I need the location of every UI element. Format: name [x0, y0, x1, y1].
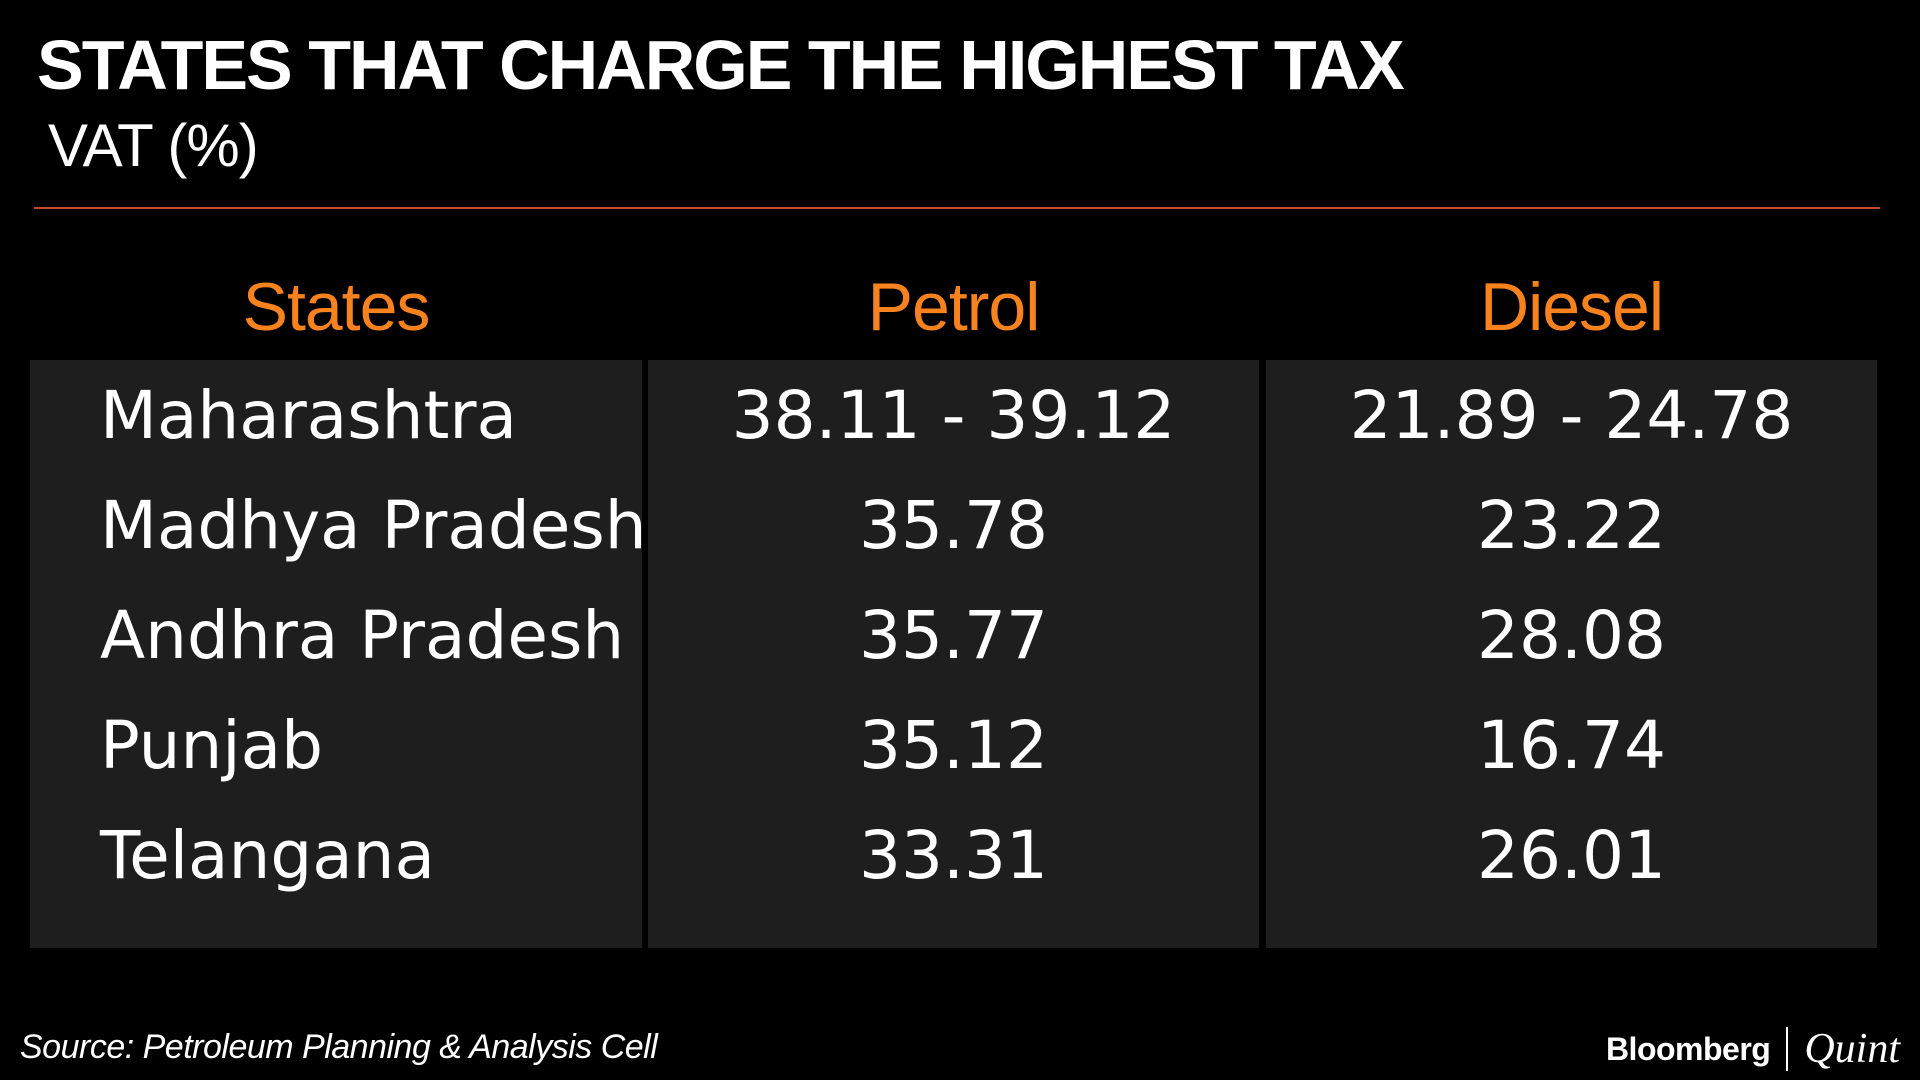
brand-bloomberg: Bloomberg — [1605, 1030, 1771, 1067]
brand-logo: Bloomberg Quint — [1606, 1024, 1900, 1074]
petrol-value-cell: 35.78 — [859, 487, 1048, 564]
states-column: Maharashtra Madhya Pradesh Andhra Prades… — [30, 360, 647, 948]
column-header-petrol: Petrol — [867, 269, 1041, 345]
petrol-value-cell: 35.77 — [859, 597, 1048, 674]
brand-divider — [1786, 1027, 1789, 1071]
diesel-value-cell: 16.74 — [1477, 707, 1666, 784]
diesel-value-cell: 21.89 - 24.78 — [1349, 377, 1794, 454]
diesel-column: 21.89 - 24.78 23.22 28.08 16.74 26.01 — [1266, 360, 1877, 948]
chart-title: STATES THAT CHARGE THE HIGHEST TAX — [37, 26, 1405, 104]
source-note: Source: Petroleum Planning & Analysis Ce… — [20, 1028, 658, 1066]
petrol-column: 38.11 - 39.12 35.78 35.77 35.12 33.31 — [648, 360, 1259, 948]
diesel-value-cell: 23.22 — [1477, 487, 1666, 564]
column-header-states: States — [242, 269, 431, 345]
petrol-value-cell: 35.12 — [859, 707, 1048, 784]
diesel-value-cell: 28.08 — [1477, 597, 1666, 674]
diesel-value-cell: 26.01 — [1477, 817, 1666, 894]
chart-subtitle: VAT (%) — [48, 112, 259, 179]
state-cell: Andhra Pradesh — [100, 597, 625, 674]
state-cell: Madhya Pradesh — [100, 487, 647, 564]
petrol-value-cell: 33.31 — [859, 817, 1048, 894]
column-header-diesel: Diesel — [1480, 269, 1664, 345]
state-cell: Telangana — [100, 817, 435, 894]
petrol-value-cell: 38.11 - 39.12 — [731, 377, 1176, 454]
state-cell: Punjab — [100, 707, 323, 784]
title-divider — [34, 207, 1880, 209]
state-cell: Maharashtra — [100, 377, 517, 454]
brand-quint: Quint — [1804, 1026, 1900, 1072]
